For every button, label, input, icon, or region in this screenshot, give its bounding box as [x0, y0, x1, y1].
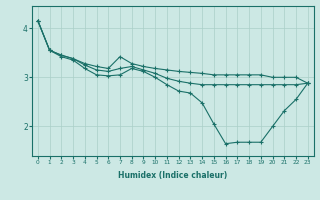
X-axis label: Humidex (Indice chaleur): Humidex (Indice chaleur) [118, 171, 228, 180]
